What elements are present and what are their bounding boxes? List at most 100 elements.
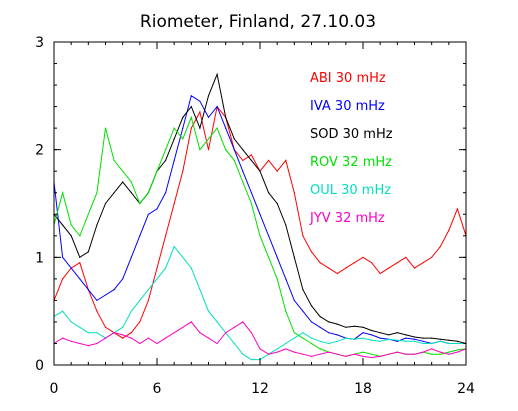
data-point [310,342,313,345]
data-point [328,321,330,323]
data-point [345,267,347,269]
data-point [233,138,235,140]
data-point [268,192,270,194]
data-point [448,339,450,341]
data-point [96,342,98,345]
data-point [233,149,235,151]
data-point [328,332,330,334]
data-point [147,299,149,301]
data-point [147,289,149,291]
data-point [439,340,441,342]
x-axis: 0 6 12 18 24 [50,42,475,397]
data-point [310,355,313,357]
data-point [216,106,218,108]
data-point [336,272,338,275]
data-point [422,351,424,353]
data-point [139,202,141,205]
data-point [139,342,141,345]
data-point [139,235,141,237]
data-point [62,278,64,280]
data-point [233,326,235,328]
data-point [293,192,295,194]
data-point [405,334,407,336]
data-point [319,340,321,342]
data-point [319,353,321,355]
data-point [388,338,390,340]
data-point [413,340,416,342]
data-point [310,251,313,253]
data-point [439,246,441,248]
data-point [250,159,252,161]
data-point [182,170,184,172]
data-point [199,111,201,113]
data-point [379,272,381,275]
data-point [156,170,158,172]
data-point [130,332,132,334]
data-point [293,337,295,339]
data-point [130,181,132,183]
data-point [259,213,261,215]
data-point [371,262,373,264]
legend: ABI 30 mHz IVA 30 mHz SOD 30 mHz ROV 32 mHz… [309,71,393,226]
data-point [413,353,416,355]
data-point [104,202,107,205]
data-point [182,127,184,129]
data-point [139,321,141,323]
data-point [139,299,141,301]
data-point [328,342,330,345]
data-point [276,351,278,353]
data-point [122,337,124,339]
series-line-abi [53,105,467,339]
data-point [96,192,98,194]
data-point [130,337,132,339]
data-point [362,337,364,339]
data-point [182,326,184,328]
data-point [122,334,124,336]
data-point [362,355,364,357]
data-point [165,267,167,269]
data-point [207,95,210,97]
data-point [216,73,218,75]
data-point [371,356,373,359]
data-point [96,224,98,226]
series-line-oul [53,245,466,361]
data-point [310,305,313,307]
data-point [336,323,338,325]
x-tick-label: 18 [354,381,372,397]
data-point [70,340,72,342]
data-point [285,348,287,350]
data-point [285,278,287,280]
data-point [336,340,338,342]
data-point [242,149,244,151]
data-point [302,235,304,237]
data-point [268,159,270,161]
data-point [302,310,304,312]
data-point [336,353,338,355]
data-point [190,106,192,108]
data-point [328,351,330,353]
data-point [439,353,441,355]
data-point [371,334,373,336]
data-point [156,267,158,269]
data-point [242,353,244,355]
data-point [413,267,416,269]
data-point [285,342,287,345]
data-point [276,170,278,172]
y-axis: 0 1 2 3 [35,35,466,374]
data-point [439,338,441,340]
data-point [79,278,81,280]
data-point [353,338,355,340]
data-point [353,262,355,264]
data-point [379,355,381,357]
data-point [104,326,107,328]
data-point [388,353,390,355]
y-tick-label: 2 [35,143,44,159]
data-point [345,337,347,339]
data-point [96,332,98,334]
data-point [362,351,364,353]
data-point [413,336,416,338]
data-point [422,337,424,339]
data-point [87,345,89,347]
data-point [122,181,124,183]
